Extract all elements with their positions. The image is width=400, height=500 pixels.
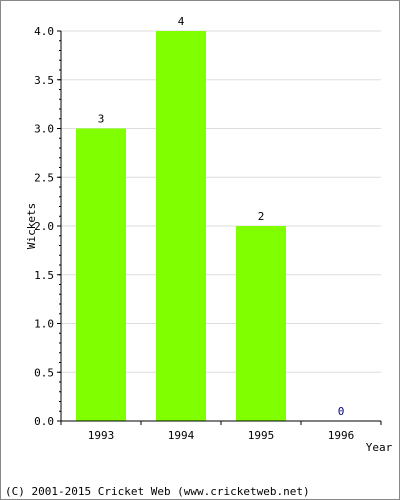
- bar-1994: [156, 31, 206, 421]
- axes: [57, 30, 382, 425]
- x-tick-label: 1995: [248, 429, 275, 442]
- y-tick-label: 2.0: [34, 220, 54, 233]
- y-tick-label: 0.5: [34, 366, 54, 379]
- y-tick-label: 3.5: [34, 74, 54, 87]
- bar-1995: [236, 226, 286, 421]
- y-axis-title: Wickets: [25, 203, 38, 249]
- copyright-footer: (C) 2001-2015 Cricket Web (www.cricketwe…: [5, 485, 310, 498]
- y-tick-label: 2.5: [34, 171, 54, 184]
- data-label-1993: 3: [98, 113, 105, 126]
- bars: [76, 31, 286, 421]
- x-tick-label: 1993: [88, 429, 115, 442]
- labels: 0.0 0.5 1.0 1.5 2.0 2.5 3.0 3.5 4.0 3 1993 4 1994 2 19…: [34, 15, 354, 442]
- y-tick-label: 4.0: [34, 25, 54, 38]
- y-tick-label: 1.5: [34, 269, 54, 282]
- data-label-1995: 2: [258, 210, 265, 223]
- y-tick-label: 0.0: [34, 415, 54, 428]
- x-tick-label: 1994: [168, 429, 195, 442]
- y-tick-label: 1.0: [34, 318, 54, 331]
- data-label-1994: 4: [178, 15, 185, 28]
- x-axis-title: Year: [366, 441, 393, 454]
- x-tick-label: 1996: [328, 429, 355, 442]
- y-tick-label: 3.0: [34, 123, 54, 136]
- bar-1993: [76, 128, 126, 421]
- data-label-1996: 0: [338, 405, 345, 418]
